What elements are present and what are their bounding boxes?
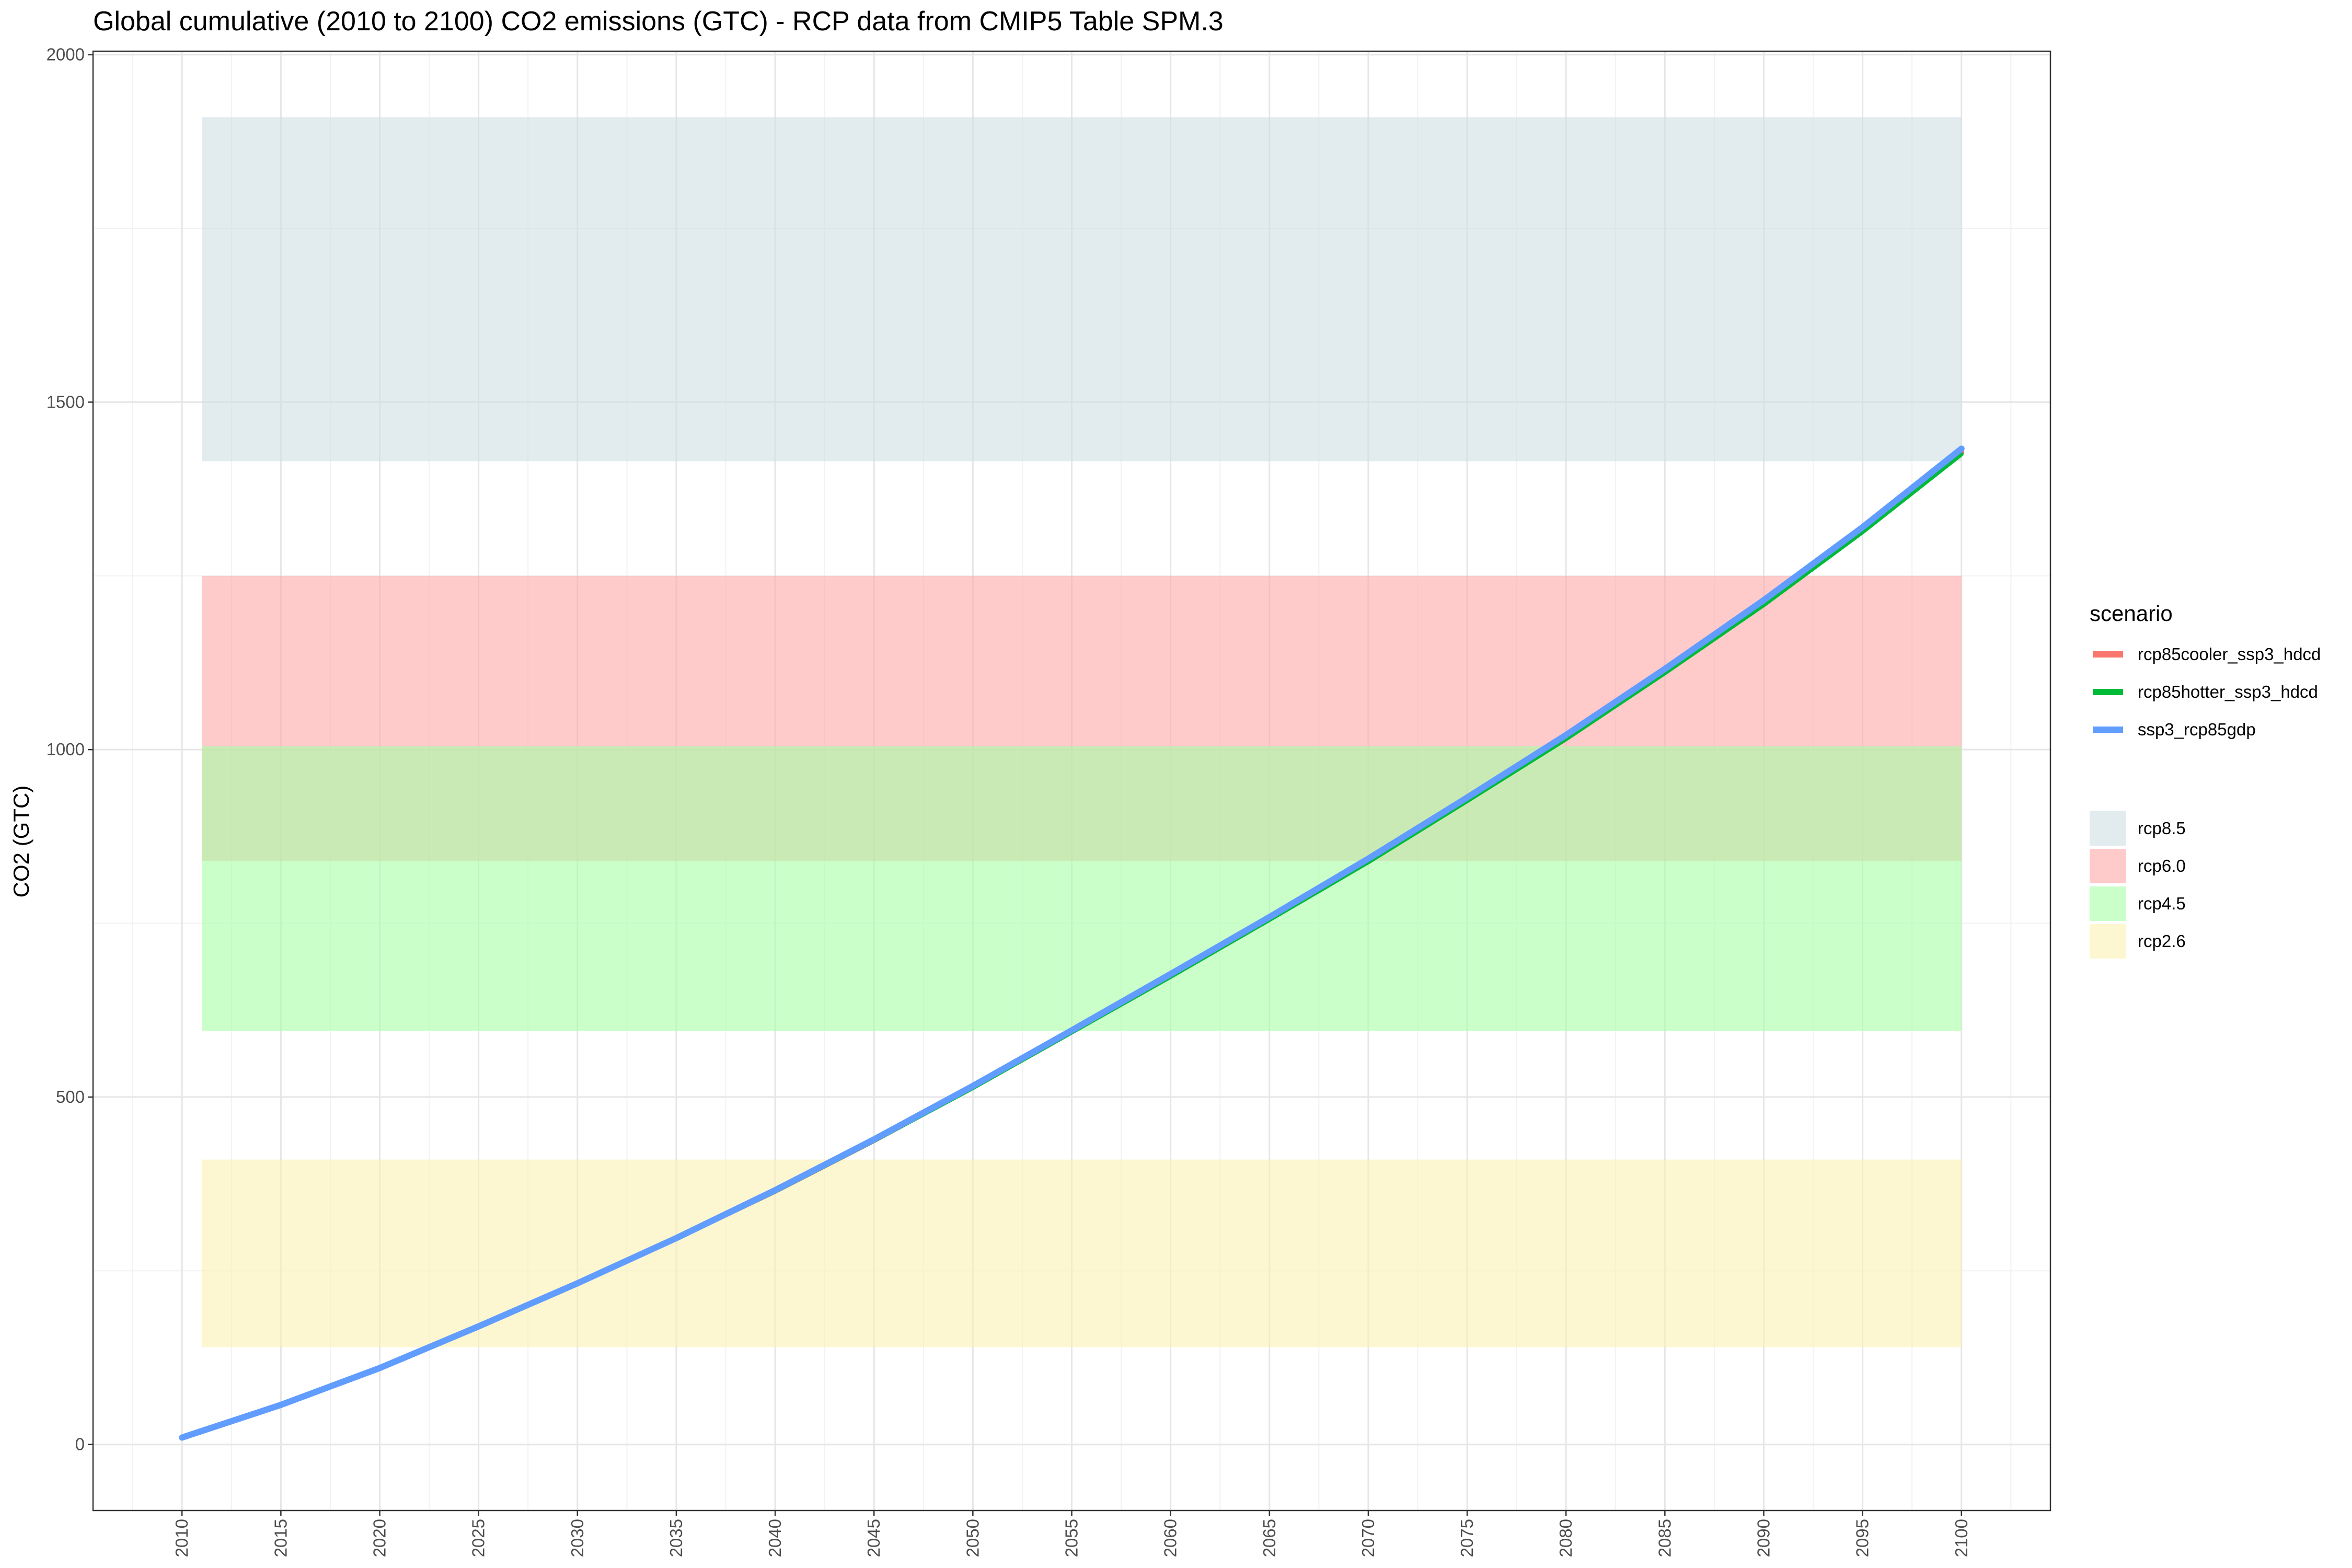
x-tick-label: 2100 [1952, 1519, 1971, 1557]
x-tick-label: 2065 [1260, 1519, 1279, 1557]
legend-label: rcp85hotter_ssp3_hdcd [2138, 682, 2318, 701]
legend-title: scenario [2090, 601, 2173, 626]
series-line-ssp3_rcp85gdp [179, 445, 1965, 1441]
x-tick-label: 2040 [765, 1519, 785, 1557]
band-rcp26 [202, 1159, 1962, 1347]
x-tick-label: 2030 [568, 1519, 587, 1557]
y-tick-label: 1500 [47, 392, 85, 411]
legend-label: rcp85cooler_ssp3_hdcd [2138, 644, 2321, 664]
x-tick-label: 2025 [469, 1519, 488, 1557]
x-tick-label: 2090 [1754, 1519, 1773, 1557]
legend-key-fill [2090, 886, 2126, 921]
x-tick-label: 2050 [963, 1519, 982, 1557]
legend-label: rcp6.0 [2138, 856, 2186, 875]
x-tick-label: 2075 [1457, 1519, 1477, 1557]
bands [202, 117, 1962, 1347]
x-tick-label: 2020 [370, 1519, 389, 1557]
legend-key-fill [2090, 811, 2126, 846]
legend: scenario rcp85cooler_ssp3_hdcd rcp85hotter… [2090, 601, 2321, 959]
series-lines [179, 445, 1965, 1441]
legend-label: rcp8.5 [2138, 818, 2186, 838]
x-tick-label: 2080 [1556, 1519, 1575, 1557]
band-rcp85 [202, 117, 1962, 462]
x-tick-label: 2095 [1853, 1519, 1872, 1557]
x-tick-label: 2085 [1655, 1519, 1674, 1557]
x-tick-label: 2070 [1358, 1519, 1378, 1557]
x-tick-label: 2060 [1161, 1519, 1180, 1557]
x-tick-label: 2010 [172, 1519, 191, 1557]
x-tick-label: 2015 [271, 1519, 290, 1557]
x-tick-label: 2035 [666, 1519, 686, 1557]
y-tick-label: 1000 [47, 740, 85, 759]
chart-title: Global cumulative (2010 to 2100) CO2 emi… [93, 6, 1224, 37]
y-axis-label: CO2 (GTC) [9, 786, 33, 898]
y-axis: 0 500 1000 1500 2000 [47, 45, 93, 1454]
x-tick-label: 2055 [1062, 1519, 1081, 1557]
x-axis: 2010 2015 2020 2025 2030 2035 2040 2045 2050 2055… [172, 1511, 1971, 1557]
y-tick-label: 2000 [47, 45, 85, 64]
legend-label: rcp4.5 [2138, 894, 2186, 913]
band-rcp45 [202, 746, 1962, 1031]
legend-key-fill [2090, 924, 2126, 959]
legend-label: rcp2.6 [2138, 931, 2186, 951]
y-tick-label: 500 [56, 1087, 85, 1106]
legend-label: ssp3_rcp85gdp [2138, 720, 2256, 739]
x-tick-label: 2045 [864, 1519, 883, 1557]
y-tick-label: 0 [75, 1435, 85, 1454]
legend-key-fill [2090, 849, 2126, 883]
